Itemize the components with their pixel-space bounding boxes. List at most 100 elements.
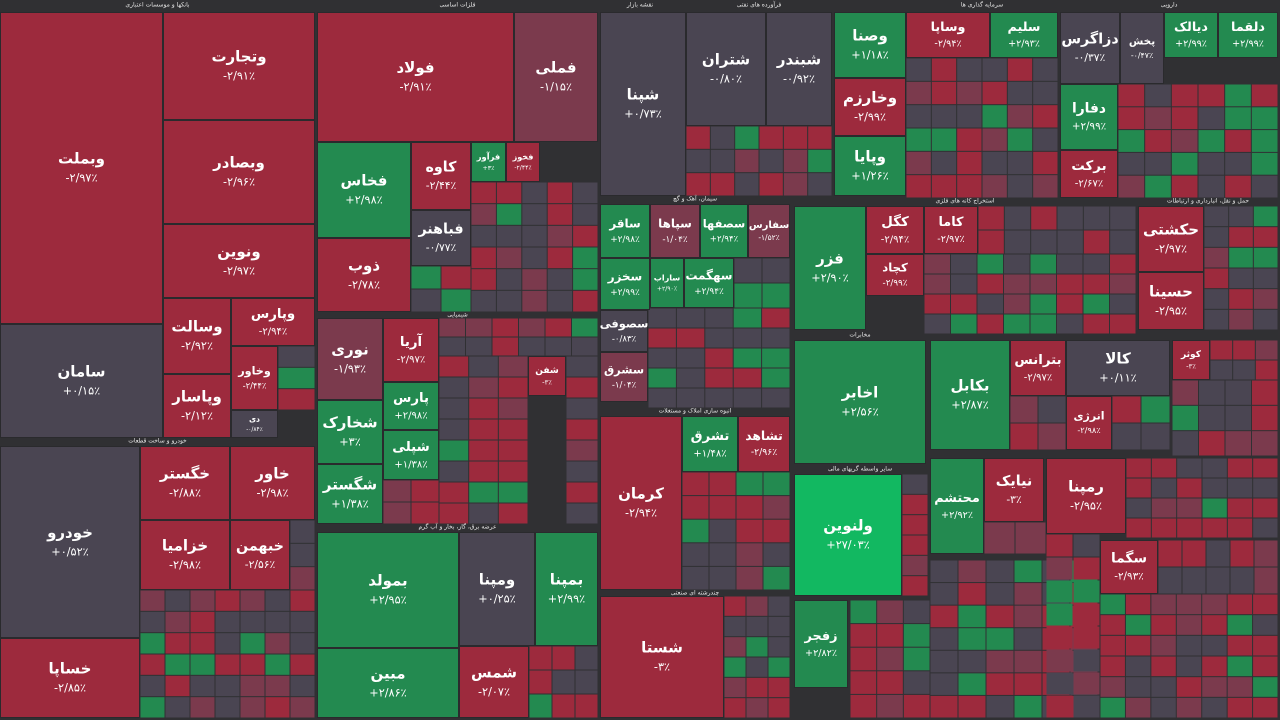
small-tile — [902, 576, 928, 596]
small-tile — [1112, 396, 1141, 423]
small-tile — [1100, 635, 1125, 656]
tile-name: ساراب — [654, 273, 681, 283]
tile-change: -۱/۹۳٪ — [334, 363, 366, 376]
small-tile — [1073, 557, 1100, 580]
tile-name: زفجر — [803, 629, 837, 644]
small-tile — [1252, 405, 1278, 431]
small-tile — [1253, 677, 1278, 697]
small-tile — [1229, 247, 1253, 268]
tile-name: حسینا — [1149, 283, 1193, 301]
small-tile — [1253, 615, 1278, 635]
small-tile — [383, 502, 411, 524]
tile-rect — [317, 400, 383, 464]
tile-change: -۲/۹۹٪ — [883, 279, 908, 289]
small-tile — [1198, 152, 1225, 175]
tile-change: -۰/۴۷٪ — [1131, 51, 1153, 60]
small-tile — [1046, 603, 1073, 626]
small-tile — [529, 646, 552, 670]
small-tile — [1030, 274, 1056, 294]
small-tile — [736, 472, 763, 496]
small-tile — [566, 440, 598, 461]
small-tile — [1253, 289, 1278, 309]
tile: سپاها -۱/۰۴٪ — [650, 204, 700, 258]
small-tile — [140, 611, 165, 633]
small-tile — [439, 503, 469, 524]
small-tile — [1204, 309, 1229, 330]
small-tile — [1038, 423, 1066, 450]
tile-name: رمپنا — [1068, 478, 1104, 497]
small-tile — [930, 605, 958, 628]
small-tile — [545, 337, 571, 356]
small-tile — [850, 647, 877, 671]
small-tile — [240, 590, 265, 611]
tile: آریا -۲/۹۷٪ — [383, 318, 439, 382]
small-tile — [1014, 605, 1042, 628]
small-tile — [931, 151, 957, 175]
tile-rect — [600, 204, 650, 258]
small-tile — [709, 472, 736, 496]
tile-name: فخاس — [341, 172, 388, 190]
small-tile — [1100, 594, 1125, 615]
small-tile — [924, 254, 950, 274]
tile: وپایا +۱/۲۶٪ — [834, 136, 906, 196]
small-tile — [957, 105, 982, 128]
tile-change: +۲/۹۹٪ — [1175, 38, 1207, 49]
small-tile — [710, 126, 735, 149]
small-tile — [1007, 175, 1033, 198]
tile-rect — [383, 318, 439, 382]
small-tile — [735, 149, 759, 173]
tile: سلیم +۲/۹۳٪ — [990, 12, 1058, 58]
small-tile — [572, 337, 598, 356]
tile-name: سپاها — [658, 216, 692, 230]
small-tile — [1033, 105, 1058, 128]
tile-change: -۲/۹۵٪ — [1155, 305, 1187, 318]
small-tile — [566, 419, 598, 440]
small-tile — [746, 657, 768, 677]
small-tile — [762, 308, 790, 328]
small-tile — [469, 398, 498, 419]
tile-name: وصنا — [852, 27, 888, 45]
small-tile — [1227, 594, 1253, 615]
tile-change: -۲/۸۸٪ — [169, 487, 201, 500]
tile-rect — [650, 258, 684, 308]
small-tile — [958, 673, 986, 695]
small-tile — [902, 535, 928, 555]
tile-name: سلیم — [1008, 20, 1041, 35]
tile-rect — [682, 416, 738, 472]
small-tile — [1110, 254, 1136, 274]
small-tile — [215, 697, 240, 718]
tile-name: حکشتی — [1143, 221, 1199, 239]
tile-change: +۰/۷۳٪ — [624, 108, 661, 121]
small-tile — [724, 698, 746, 718]
tile-rect — [600, 310, 648, 352]
tile-rect — [411, 142, 471, 210]
small-tile — [1125, 677, 1151, 697]
small-tile — [1145, 175, 1171, 198]
small-tile — [1141, 396, 1170, 423]
small-tile — [1151, 478, 1177, 498]
tile-name: فخوز — [512, 152, 534, 162]
tile-name: فرآور — [476, 151, 500, 163]
tile: ومپنا +۰/۲۵٪ — [459, 532, 535, 646]
small-tile — [1046, 580, 1073, 603]
small-tile — [877, 624, 903, 647]
small-tile — [1225, 107, 1251, 130]
tile-name: دزاگرس — [1061, 30, 1118, 47]
tile-change: -۲/۹۴٪ — [881, 234, 909, 245]
tile-name: وبملت — [58, 150, 105, 168]
tile-rect — [0, 324, 163, 438]
tile-name: ولنوین — [823, 517, 873, 535]
small-tile — [1233, 340, 1255, 360]
small-tile — [498, 482, 528, 503]
tile-rect — [1066, 340, 1170, 396]
small-tile — [575, 646, 598, 670]
tile-name: سهگمت — [685, 268, 732, 283]
small-tile — [682, 496, 709, 519]
tile-rect — [834, 78, 906, 136]
small-tile — [1225, 405, 1251, 431]
small-tile — [1206, 540, 1230, 567]
tile-name: شتران — [702, 51, 750, 69]
tile: سامان +۰/۱۵٪ — [0, 324, 163, 438]
small-tile — [519, 337, 545, 356]
small-tile — [278, 389, 315, 410]
